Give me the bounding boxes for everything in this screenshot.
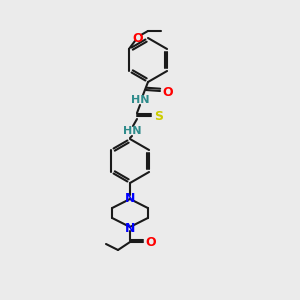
Text: N: N	[125, 221, 135, 235]
Text: O: O	[133, 32, 143, 44]
Text: S: S	[154, 110, 164, 122]
Text: HN: HN	[131, 95, 149, 105]
Text: O: O	[146, 236, 156, 248]
Text: O: O	[163, 85, 173, 98]
Text: HN: HN	[123, 126, 141, 136]
Text: N: N	[125, 191, 135, 205]
